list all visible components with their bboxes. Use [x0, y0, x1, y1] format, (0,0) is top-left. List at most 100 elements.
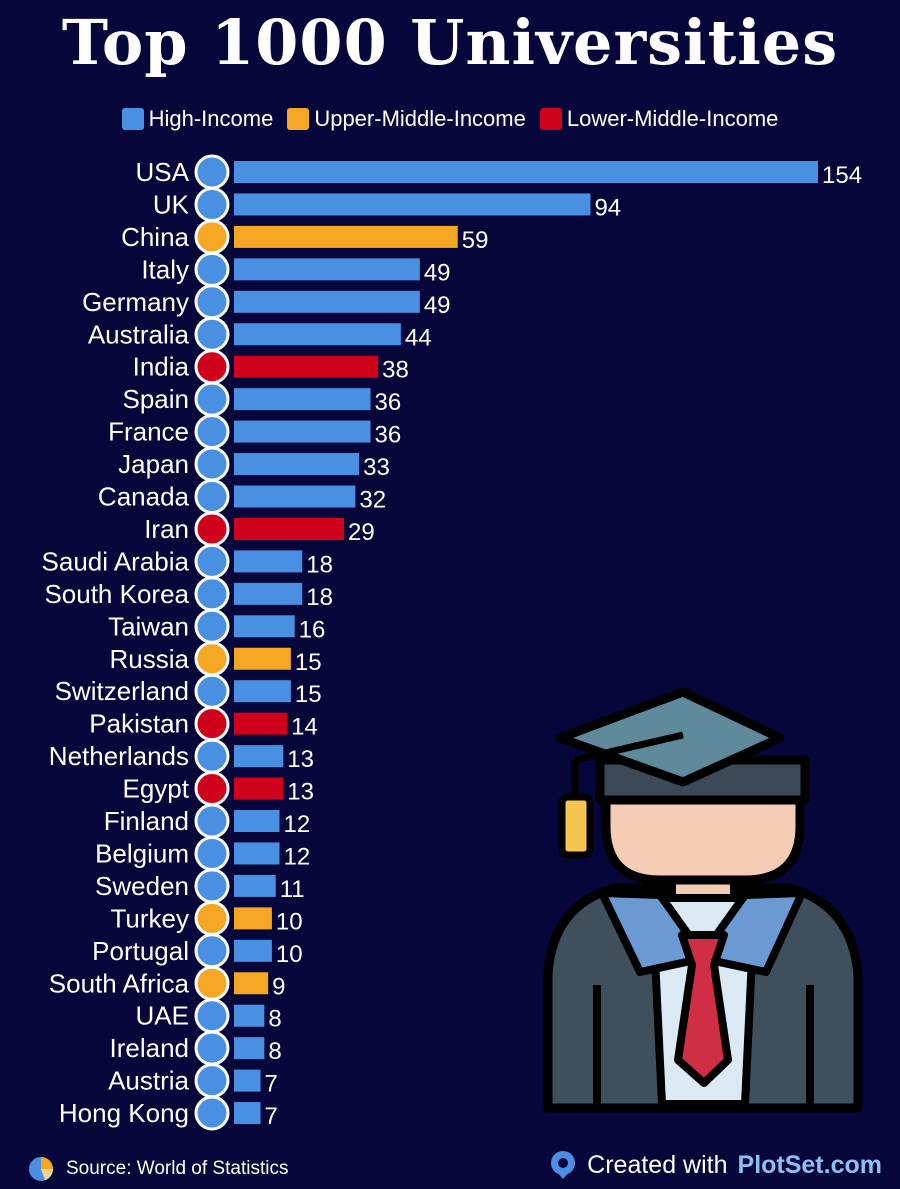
category-label-saudi-arabia: Saudi Arabia — [42, 546, 190, 576]
graduate-student-icon — [543, 687, 863, 1113]
bar-south-africa — [234, 972, 269, 995]
value-label-sweden: 11 — [280, 876, 305, 903]
legend-item-upper-middle-income: Upper-Middle-Income — [287, 106, 526, 132]
value-label-switzerland: 15 — [295, 681, 322, 708]
category-label-uae: UAE — [136, 1001, 189, 1031]
value-label-italy: 49 — [424, 259, 451, 286]
value-label-austria: 7 — [265, 1071, 278, 1098]
value-label-iran: 29 — [348, 519, 375, 546]
bar-austria — [234, 1069, 261, 1092]
source-note: Source: World of Statistics — [28, 1156, 288, 1182]
flag-icon-switzerland — [194, 673, 230, 709]
flag-icon-belgium — [194, 835, 230, 871]
flag-icon-egypt — [194, 771, 230, 807]
legend-swatch-upper-middle-income — [287, 108, 310, 130]
value-label-taiwan: 16 — [299, 616, 326, 643]
bar-taiwan — [234, 615, 295, 638]
bar-japan — [234, 453, 360, 476]
flag-icon-germany — [194, 284, 230, 320]
legend-item-lower-middle-income: Lower-Middle-Income — [539, 106, 779, 132]
bar-saudi-arabia — [234, 550, 303, 573]
flag-icon-italy — [194, 251, 230, 287]
flag-icon-austria — [194, 1063, 230, 1099]
category-label-south-korea: South Korea — [44, 579, 189, 609]
bar-australia — [234, 323, 401, 346]
value-label-saudi-arabia: 18 — [306, 551, 333, 578]
category-label-india: India — [133, 352, 190, 382]
flag-icon-australia — [194, 316, 230, 352]
flag-icon-finland — [194, 803, 230, 839]
flag-icon-uae — [194, 998, 230, 1034]
flag-icon-uk — [194, 186, 230, 222]
flag-icon-south-korea — [194, 576, 230, 612]
category-label-austria: Austria — [108, 1066, 189, 1096]
value-label-uk: 94 — [594, 194, 621, 221]
value-label-egypt: 13 — [287, 779, 314, 806]
value-label-finland: 12 — [284, 811, 311, 838]
flag-icon-ireland — [194, 1030, 230, 1066]
category-label-russia: Russia — [110, 644, 190, 674]
bar-china — [234, 225, 458, 248]
chart-title: Top 1000 Universities — [61, 6, 839, 79]
category-label-italy: Italy — [141, 254, 189, 284]
category-label-canada: Canada — [98, 482, 190, 512]
flag-icon-turkey — [194, 900, 230, 936]
bar-belgium — [234, 842, 280, 865]
bar-hong-kong — [234, 1102, 261, 1125]
bar-egypt — [234, 777, 284, 800]
value-label-uae: 8 — [268, 1006, 281, 1033]
flag-icon-china — [194, 219, 230, 255]
category-label-turkey: Turkey — [111, 903, 190, 933]
bar-switzerland — [234, 680, 291, 703]
bar-india — [234, 355, 379, 378]
value-label-belgium: 12 — [284, 843, 311, 870]
flag-icon-russia — [194, 641, 230, 677]
value-label-hong-kong: 7 — [265, 1103, 278, 1130]
value-label-china: 59 — [462, 227, 489, 254]
bar-russia — [234, 647, 291, 670]
flag-icon-hong-kong — [194, 1095, 230, 1131]
value-label-spain: 36 — [375, 389, 402, 416]
value-label-germany: 49 — [424, 292, 451, 319]
bar-uk — [234, 193, 591, 216]
source-text: Source: World of Statistics — [66, 1158, 289, 1179]
legend-swatch-high-income — [121, 108, 144, 130]
category-label-belgium: Belgium — [95, 838, 189, 868]
flag-icon-france — [194, 414, 230, 450]
brand-credit: Created with PlotSet.com — [549, 1150, 882, 1180]
category-label-germany: Germany — [82, 287, 189, 317]
bar-france — [234, 420, 371, 443]
value-label-usa: 154 — [822, 162, 862, 189]
value-label-portugal: 10 — [276, 941, 303, 968]
bar-turkey — [234, 907, 272, 930]
category-label-iran: Iran — [144, 514, 189, 544]
bar-usa — [234, 161, 818, 183]
category-label-australia: Australia — [88, 319, 190, 349]
value-label-netherlands: 13 — [287, 746, 314, 773]
value-label-pakistan: 14 — [291, 714, 318, 741]
legend-label-lower-middle-income: Lower-Middle-Income — [566, 106, 779, 131]
bar-south-korea — [234, 582, 303, 605]
category-label-china: China — [121, 222, 189, 252]
flag-icon-saudi-arabia — [194, 543, 230, 579]
category-label-japan: Japan — [118, 449, 189, 479]
value-label-france: 36 — [375, 422, 402, 449]
created-prefix: Created with — [587, 1150, 728, 1179]
category-label-france: France — [108, 417, 189, 447]
location-pin-icon — [551, 1151, 576, 1179]
category-label-south-africa: South Africa — [49, 968, 190, 998]
bars-layer: USA 154 UK 94 China 59 Italy 49 Germany 49 Austral… — [42, 154, 862, 1131]
category-label-uk: UK — [153, 189, 190, 219]
bar-spain — [234, 388, 371, 411]
category-label-netherlands: Netherlands — [49, 741, 189, 771]
category-label-switzerland: Switzerland — [55, 676, 189, 706]
bar-sweden — [234, 874, 276, 897]
flag-icon-taiwan — [194, 608, 230, 644]
flag-icon-pakistan — [194, 706, 230, 742]
category-label-spain: Spain — [123, 384, 190, 414]
legend-swatch-lower-middle-income — [539, 108, 562, 130]
category-label-hong-kong: Hong Kong — [59, 1098, 189, 1128]
category-label-finland: Finland — [104, 806, 189, 836]
value-label-japan: 33 — [363, 454, 390, 481]
